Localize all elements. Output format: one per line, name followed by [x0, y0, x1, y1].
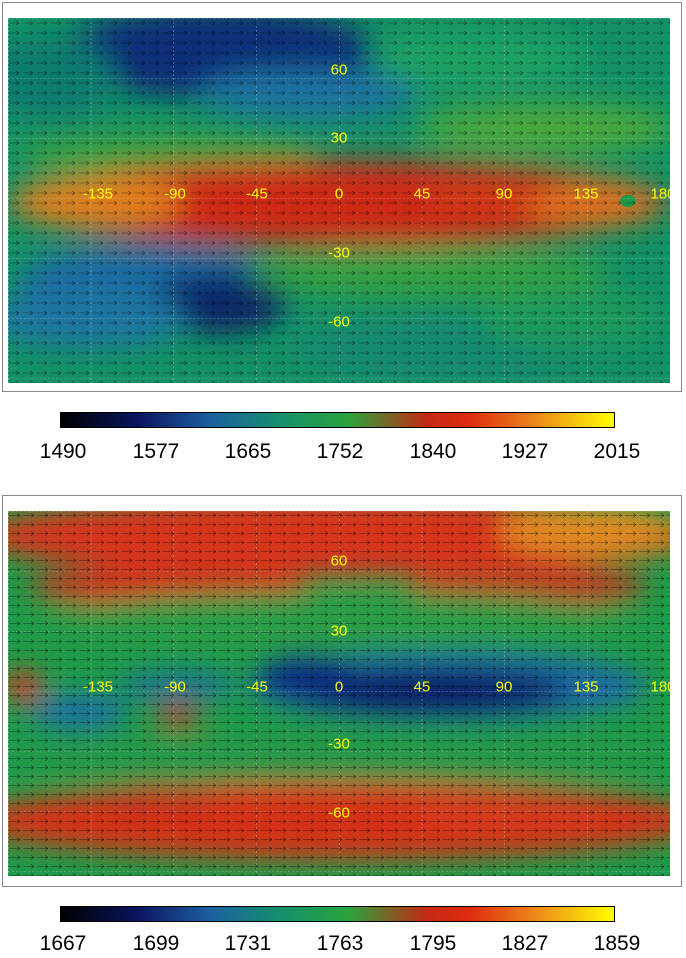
- lon-label: -90: [164, 185, 186, 203]
- colorbar-tick: 1840: [409, 440, 457, 463]
- lat-label: -60: [328, 313, 350, 331]
- lat-label: 60: [330, 61, 348, 79]
- top-map: -135 -90 -45 0 45 90 135 180 60 30 -30 -…: [8, 18, 670, 383]
- colorbar-tick: 1731: [224, 932, 272, 955]
- colorbar-tick: 1795: [409, 932, 457, 955]
- lat-label: -30: [328, 244, 350, 262]
- lat-label: 30: [330, 129, 348, 147]
- colorbar-tick: 2015: [593, 440, 641, 463]
- lon-label: 45: [413, 185, 431, 203]
- colorbar-tick: 1763: [316, 932, 364, 955]
- lat-label: 30: [330, 622, 348, 640]
- colorbar-tick: 1665: [224, 440, 272, 463]
- colorbar-tick: 1490: [39, 440, 87, 463]
- bottom-colorbar: [60, 906, 615, 922]
- bottom-map: -135 -90 -45 0 45 90 135 180 60 30 -30 -…: [8, 511, 670, 876]
- lon-label: 90: [495, 185, 513, 203]
- colorbar-tick: 1577: [132, 440, 180, 463]
- lon-label: 45: [413, 678, 431, 696]
- lon-label: 0: [334, 185, 344, 203]
- lat-label: -60: [328, 804, 350, 822]
- colorbar-tick: 1667: [39, 932, 87, 955]
- bottom-map-panel: -135 -90 -45 0 45 90 135 180 60 30 -30 -…: [2, 495, 682, 887]
- lat-label: 60: [330, 552, 348, 570]
- lon-label: 135: [573, 678, 599, 696]
- lon-label: -135: [82, 678, 114, 696]
- colorbar-tick: 1699: [132, 932, 180, 955]
- lon-label: -45: [246, 185, 268, 203]
- lon-label: -90: [164, 678, 186, 696]
- colorbar-tick: 1859: [593, 932, 641, 955]
- top-map-field: [8, 18, 670, 383]
- top-map-panel: -135 -90 -45 0 45 90 135 180 60 30 -30 -…: [2, 2, 682, 392]
- lat-label: -30: [328, 735, 350, 753]
- colorbar-tick: 1927: [501, 440, 549, 463]
- bottom-map-field: [8, 511, 670, 876]
- lon-label: -45: [246, 678, 268, 696]
- lon-label: 135: [573, 185, 599, 203]
- lon-label: 180: [650, 185, 670, 203]
- lon-label: 0: [334, 678, 344, 696]
- colorbar-tick: 1827: [501, 932, 549, 955]
- top-colorbar: [60, 412, 615, 428]
- lon-label: -135: [82, 185, 114, 203]
- lon-label: 180: [650, 678, 670, 696]
- lon-label: 90: [495, 678, 513, 696]
- colorbar-tick: 1752: [316, 440, 364, 463]
